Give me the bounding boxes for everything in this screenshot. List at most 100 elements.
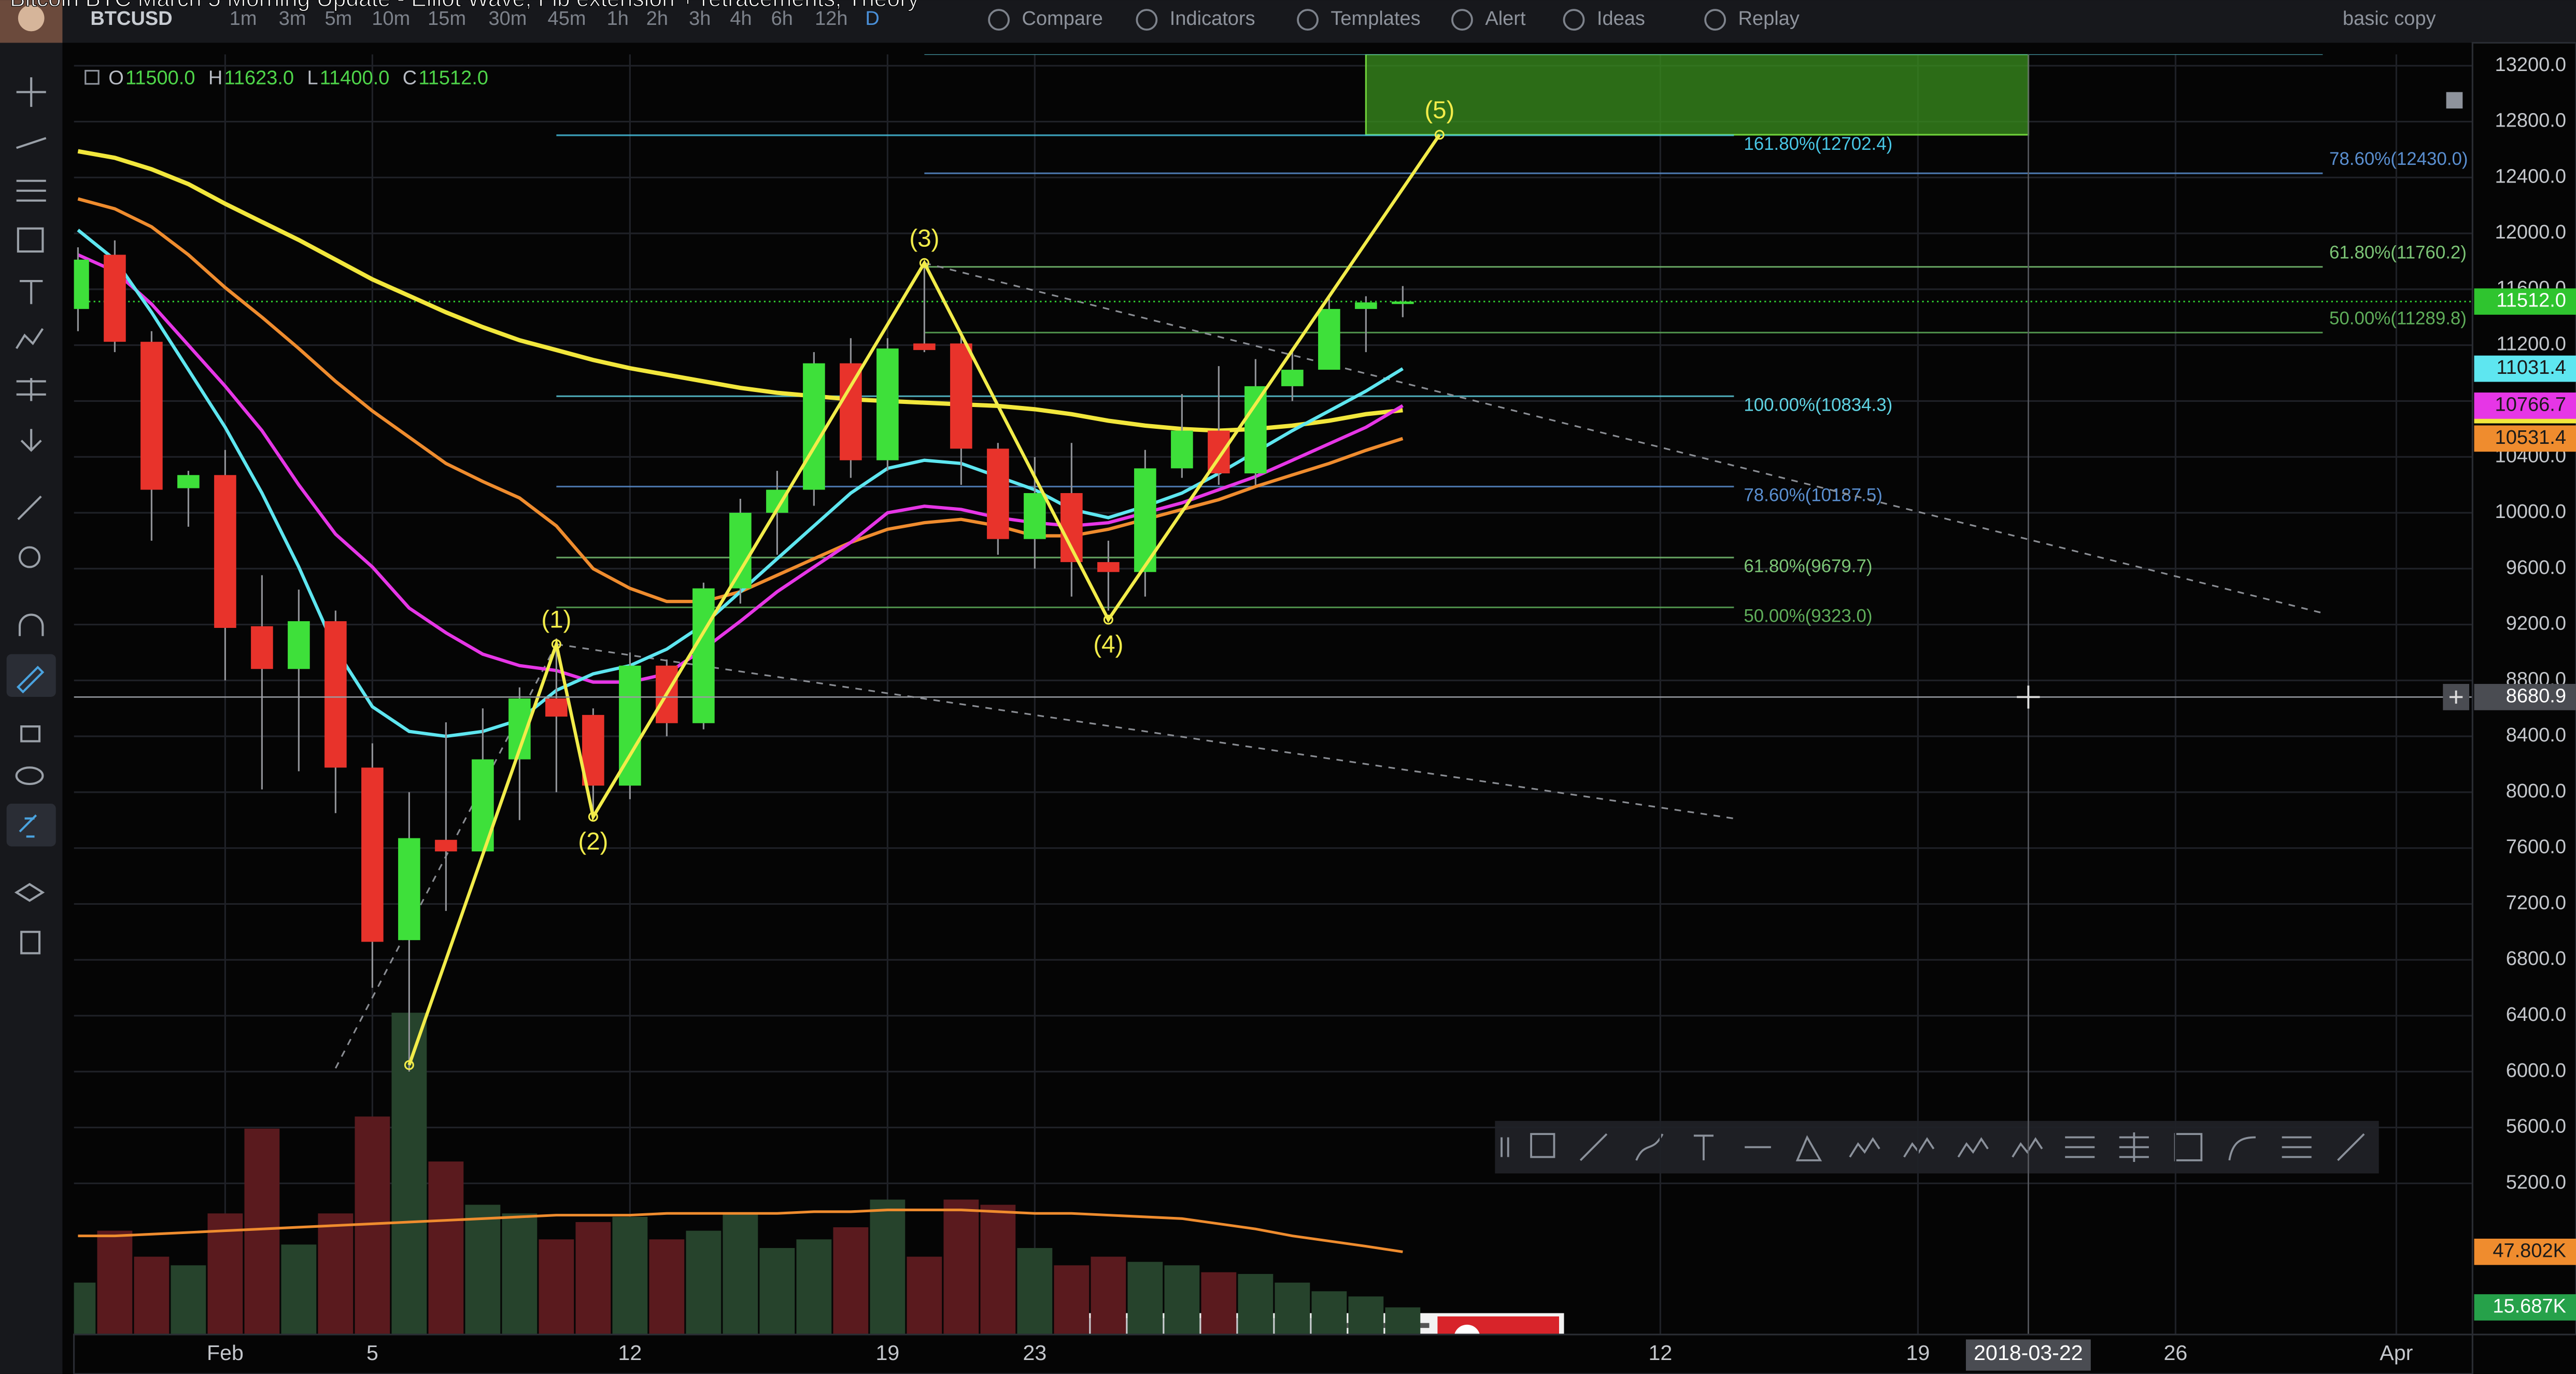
icon-line[interactable]	[1579, 1133, 1608, 1161]
wave-label: (2)	[578, 828, 608, 856]
volume-bar	[1091, 1256, 1126, 1335]
icon-trendline[interactable]	[16, 137, 47, 149]
icon-fib[interactable]	[16, 179, 46, 202]
time-axis	[73, 1334, 2473, 1374]
y-tick-label: 5200.0	[2506, 1171, 2566, 1193]
drawing-toolbar-icons[interactable]	[1501, 1132, 2365, 1162]
icon-pen[interactable]	[2337, 1133, 2365, 1161]
ma-value-tag: 10766.7	[2495, 394, 2566, 415]
wave-point	[1434, 130, 1445, 140]
icon-shape[interactable]	[17, 227, 44, 253]
icon-lock[interactable]	[20, 725, 41, 742]
toolbar-button[interactable]: Alert	[1485, 8, 1526, 30]
button-icon[interactable]	[1704, 9, 1726, 31]
icon-wave[interactable]	[1849, 1137, 1880, 1158]
toolbar-button[interactable]: Indicators	[1170, 8, 1255, 30]
candle-body	[1355, 302, 1377, 309]
interval-button[interactable]: 5m	[325, 8, 352, 30]
icon-ruler[interactable]	[17, 495, 42, 521]
settings-icon[interactable]	[2446, 92, 2463, 109]
symbol[interactable]: BTCUSD	[90, 8, 172, 30]
icon-fib[interactable]	[2065, 1136, 2095, 1158]
volume-bar	[1311, 1291, 1347, 1335]
left-toolbar-icons[interactable]	[6, 77, 56, 955]
icon-arrow[interactable]	[20, 429, 42, 452]
plot-area: 161.80%(12702.4) 100.00%(10834.3) 78.60%(1…	[74, 54, 2473, 1335]
icon-arc[interactable]	[2228, 1136, 2256, 1161]
interval-button[interactable]: 3m	[279, 8, 306, 30]
interval-button[interactable]: 45m	[548, 8, 586, 30]
icon-link[interactable]	[19, 814, 37, 838]
ma-value-tag: 10531.4	[2495, 427, 2566, 448]
candle-body	[361, 767, 384, 942]
icon-pattern[interactable]	[15, 328, 44, 349]
icon-magnet[interactable]	[18, 613, 44, 636]
icon-text[interactable]	[1693, 1134, 1714, 1160]
interval-button[interactable]: 4h	[730, 8, 752, 30]
y-tick-label: 7600.0	[2506, 836, 2566, 858]
interval-button[interactable]: 3h	[689, 8, 711, 30]
ma-value-tag-bg	[2474, 355, 2576, 382]
icon-active[interactable]	[6, 804, 56, 847]
volume-bar	[97, 1230, 133, 1335]
trendline	[924, 262, 2323, 614]
volume-bar	[1348, 1296, 1384, 1335]
toolbar-button[interactable]: Compare	[1022, 8, 1103, 30]
icon-wave[interactable]	[2012, 1137, 2043, 1158]
toolbar-button[interactable]: Templates	[1331, 8, 1420, 30]
icon-wave[interactable]	[1957, 1137, 1989, 1158]
candle-body	[692, 588, 715, 723]
y-tick-label: 13200.0	[2495, 54, 2566, 76]
icon-pencil[interactable]	[16, 666, 45, 694]
y-tick-label: 7200.0	[2506, 892, 2566, 914]
legend-value: 11623.0	[224, 67, 294, 89]
button-icon[interactable]	[1297, 9, 1319, 31]
icon-triangle[interactable]	[1795, 1135, 1822, 1161]
layout-name[interactable]: basic copy	[2343, 8, 2436, 30]
interval-button[interactable]: D	[865, 8, 879, 30]
y-tick-label: 9200.0	[2506, 613, 2566, 635]
button-icon[interactable]	[1563, 9, 1585, 31]
icon-active[interactable]	[6, 654, 56, 697]
volume-bar	[723, 1213, 758, 1335]
button-icon[interactable]	[988, 9, 1010, 31]
icon-zoom[interactable]	[18, 546, 41, 568]
icon-text[interactable]	[20, 280, 43, 304]
volume-bar	[74, 1282, 96, 1335]
icon-layers[interactable]	[14, 882, 45, 902]
interval-button[interactable]: 15m	[428, 8, 466, 30]
icon-crosshair[interactable]	[16, 77, 46, 107]
interval-button[interactable]: 6h	[771, 8, 793, 30]
toolbar-button[interactable]: Ideas	[1597, 8, 1645, 30]
crosshair-add-icon[interactable]	[2449, 690, 2463, 704]
icon-lines[interactable]	[2282, 1136, 2312, 1158]
left-toolbar	[0, 43, 63, 1374]
icon-wave[interactable]	[1903, 1137, 1935, 1158]
toolbar-button[interactable]: Replay	[1738, 8, 1799, 30]
wave-point	[1103, 614, 1113, 625]
interval-button[interactable]: 12h	[815, 8, 847, 30]
icon-prediction[interactable]	[16, 378, 46, 401]
y-tick-label: 12000.0	[2495, 221, 2566, 243]
interval-button[interactable]: 1m	[230, 8, 257, 30]
candle-body	[913, 343, 936, 350]
icon-brush[interactable]	[1635, 1133, 1664, 1161]
icon-rect[interactable]	[1530, 1133, 1555, 1158]
interval-button[interactable]: 2h	[646, 8, 668, 30]
legend-toggle[interactable]	[84, 69, 100, 85]
interval-button[interactable]: 1h	[607, 8, 629, 30]
y-tick-label: 11200.0	[2496, 333, 2566, 355]
ma-value-tag-bg	[2474, 425, 2576, 452]
candle-body	[545, 698, 568, 717]
icon-fib-ext[interactable]	[2119, 1132, 2149, 1162]
icon-trash[interactable]	[20, 931, 41, 955]
button-icon[interactable]	[1451, 9, 1473, 31]
icon-eye[interactable]	[15, 766, 44, 786]
interval-button[interactable]: 10m	[372, 8, 410, 30]
interval-button[interactable]: 30m	[488, 8, 527, 30]
fib-label: 161.80%(12702.4)	[1744, 134, 1892, 154]
y-tick-label: 10000.0	[2495, 501, 2566, 523]
icon-handle[interactable]	[1501, 1137, 1509, 1157]
button-icon[interactable]	[1136, 9, 1158, 31]
